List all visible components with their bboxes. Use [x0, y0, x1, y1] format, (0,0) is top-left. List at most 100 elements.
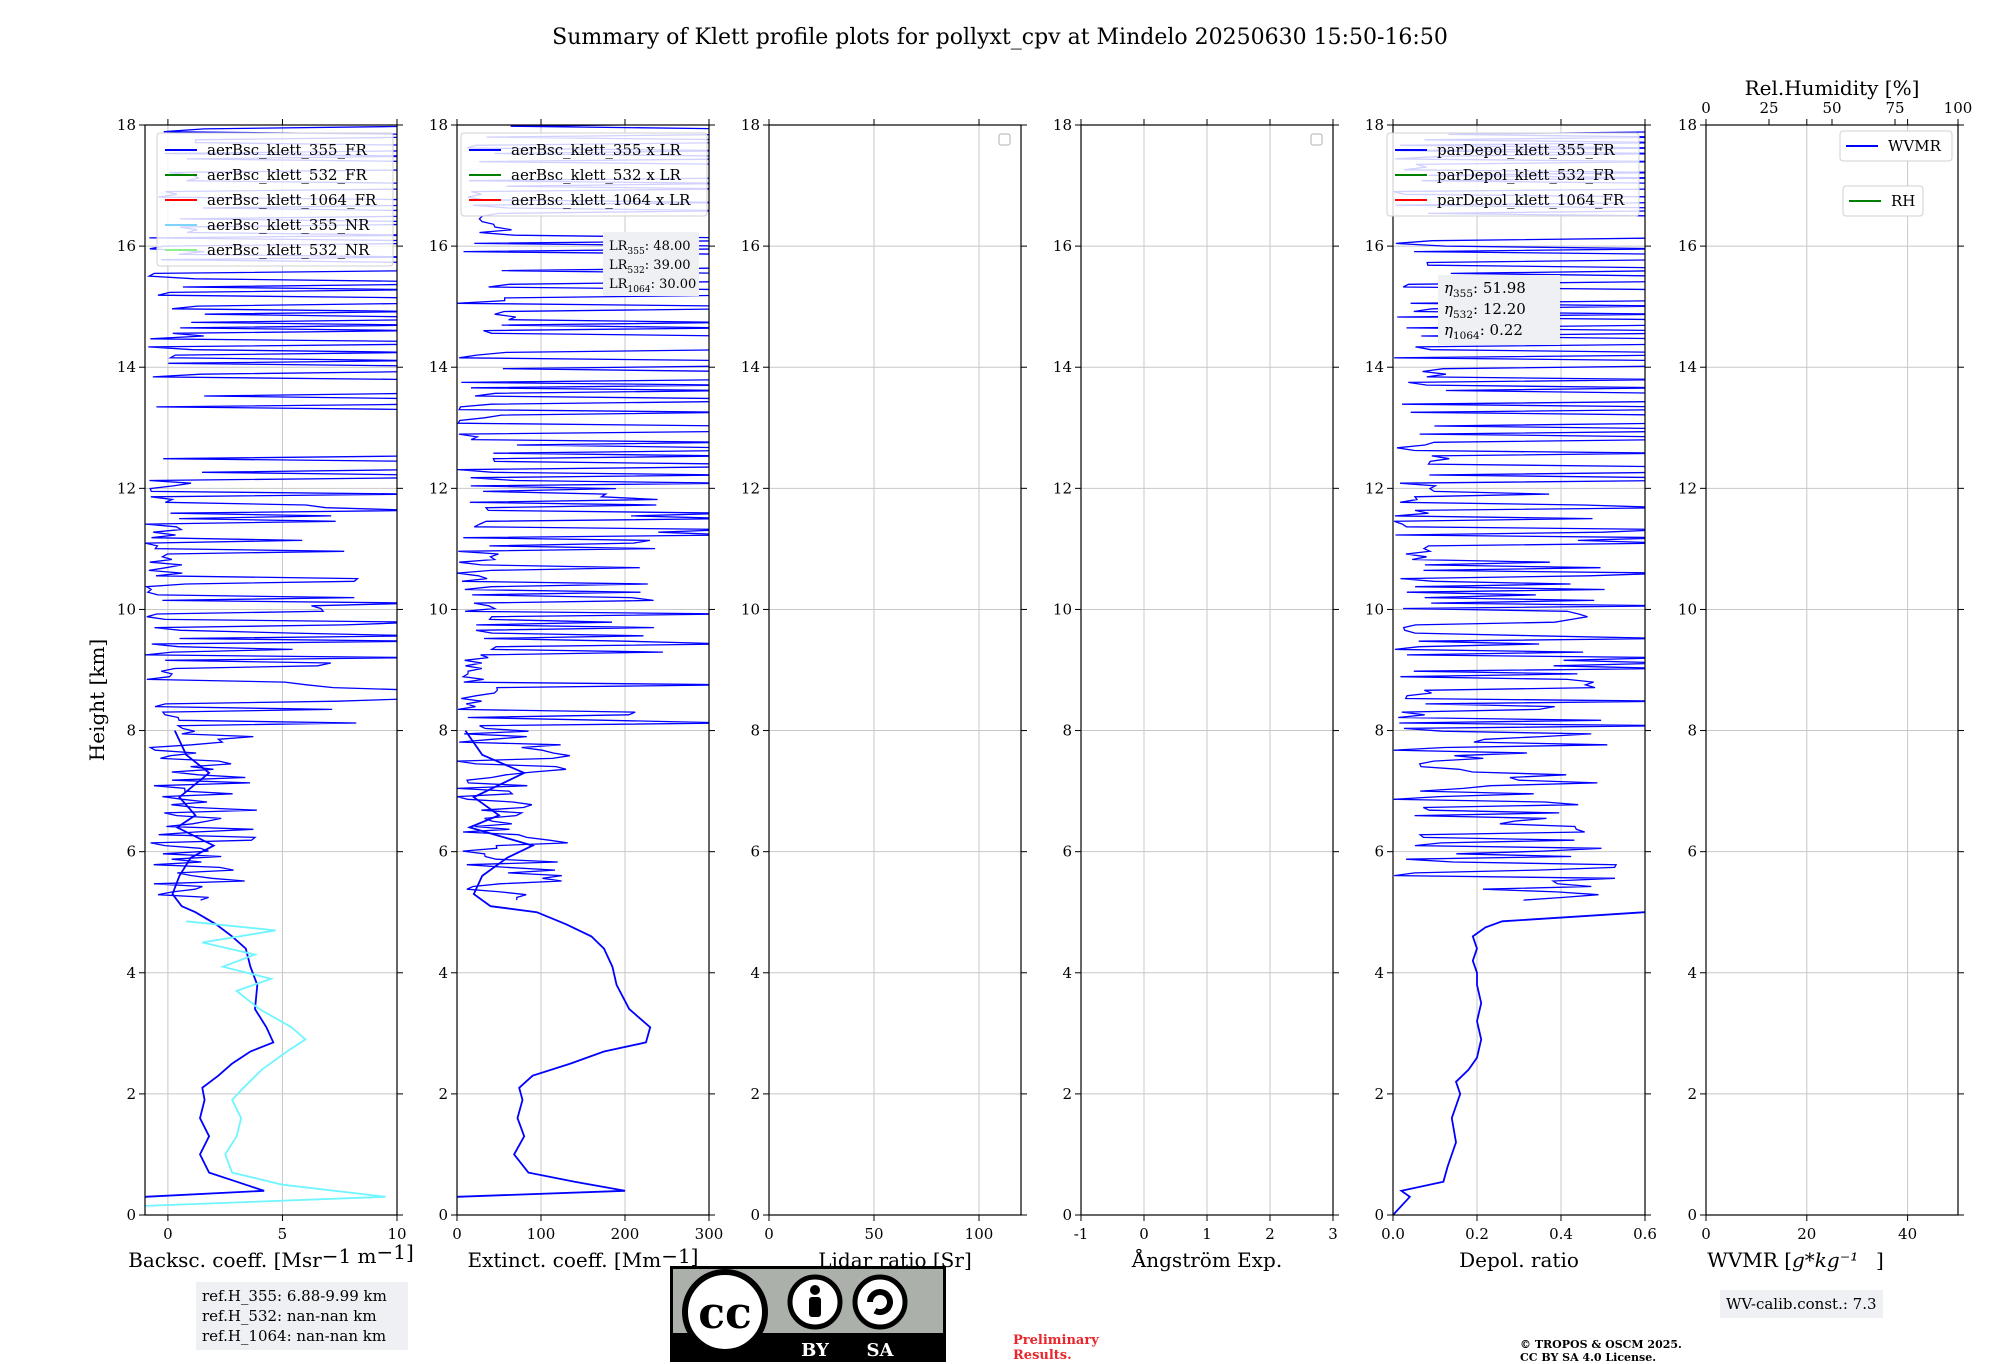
y-tick-label: 14	[1678, 358, 1697, 376]
y-tick-label: 0	[1687, 1206, 1697, 1224]
axes-frame	[144, 124, 398, 1216]
eta-note-box	[1438, 275, 1560, 345]
x-tick-label: 40	[1898, 1225, 1917, 1243]
y-tick-label: 2	[438, 1085, 448, 1103]
y-tick-label: 14	[1365, 358, 1384, 376]
upper-profile-noise-ext	[457, 125, 709, 901]
y-tick-label: 2	[1062, 1085, 1072, 1103]
y-tick-label: 16	[1365, 237, 1384, 255]
y-tick-label: 0	[750, 1206, 760, 1224]
y-tick-label: 18	[1053, 116, 1072, 134]
y-tick-label: 0	[126, 1206, 136, 1224]
refh-note-1064: ref.H_1064: nan-nan km	[202, 1327, 387, 1345]
plot-area-depol	[1393, 131, 1645, 1215]
top-x-tick-label: 100	[1944, 99, 1973, 117]
sa-label: SA	[867, 1340, 895, 1361]
figure-title: Summary of Klett profile plots for polly…	[552, 25, 1448, 50]
y-tick-label: 8	[1687, 722, 1697, 740]
y-tick-label: 18	[429, 116, 448, 134]
x-tick-label: 100	[965, 1225, 994, 1243]
x-tick-label: 0.0	[1381, 1225, 1405, 1243]
y-tick-label: 10	[1053, 600, 1072, 618]
y-tick-label: 8	[1374, 722, 1384, 740]
axes-frame	[1705, 124, 1959, 1216]
x-axis-label-c: ]	[1876, 1248, 1884, 1272]
y-tick-label: 10	[1678, 600, 1697, 618]
x-tick-label: 10	[387, 1225, 406, 1243]
legend-label: WVMR	[1888, 137, 1942, 155]
copyright-line-2: CC BY SA 4.0 License.	[1520, 1351, 1657, 1364]
y-tick-label: 8	[750, 722, 760, 740]
x-axis-label: Ångström Exp.	[1131, 1247, 1282, 1272]
x-tick-label: 2	[1265, 1225, 1275, 1243]
legend-label: aerBsc_klett_355 x LR	[511, 141, 682, 159]
y-axis-label: Height [km]	[85, 639, 109, 761]
y-tick-label: 4	[750, 964, 760, 982]
y-tick-label: 18	[1678, 116, 1697, 134]
y-tick-label: 14	[429, 358, 448, 376]
legend-box	[1386, 132, 1640, 217]
copyright-line-1: © TROPOS & OSCM 2025.	[1520, 1338, 1682, 1351]
legend-label: RH	[1891, 192, 1915, 210]
legend-label: aerBsc_klett_1064_FR	[207, 191, 377, 209]
legend-label: aerBsc_klett_532_FR	[207, 166, 367, 184]
y-tick-label: 2	[750, 1085, 760, 1103]
y-tick-label: 8	[126, 722, 136, 740]
panel-depol: 0 2 4 6 8 10 12 14 16 18 0.0 0.2 0.4 0.6 Depol. ratio p…	[1365, 116, 1657, 1272]
lr-note-355: LR355: 48.00	[609, 239, 691, 257]
y-tick-label: 4	[1687, 964, 1697, 982]
series-line-parDepol_klett_355_FR	[1393, 911, 1645, 1215]
plot-area-ext	[457, 125, 709, 1198]
series-line-aerBsc_klett_355_FR	[145, 730, 275, 1198]
y-tick-label: 14	[117, 358, 136, 376]
cc-text: cc	[698, 1288, 752, 1339]
x-tick-label: 1	[1202, 1225, 1212, 1243]
y-tick-label: 10	[1365, 600, 1384, 618]
x-axis-label-b: g*kg⁻¹	[1792, 1248, 1858, 1272]
series-line-aerBsc_klett_355_NR	[145, 920, 386, 1207]
y-tick-label: 0	[1374, 1206, 1384, 1224]
y-tick-label: 16	[1678, 237, 1697, 255]
x-tick-label: 0	[764, 1225, 774, 1243]
top-x-tick-label: 75	[1885, 99, 1904, 117]
y-tick-label: 12	[1678, 479, 1697, 497]
legend-box-RH	[1842, 185, 1924, 217]
legend-box-WVMR	[1839, 130, 1953, 162]
legend-label: parDepol_klett_1064_FR	[1437, 191, 1625, 209]
preliminary-note: Preliminary Results.	[1013, 1333, 1099, 1363]
x-tick-label: 0	[452, 1225, 462, 1243]
y-tick-label: 12	[741, 479, 760, 497]
y-tick-label: 0	[1062, 1206, 1072, 1224]
y-tick-label: 12	[1053, 479, 1072, 497]
y-tick-label: 16	[429, 237, 448, 255]
eta-note-1064: η1064: 0.22	[1444, 321, 1523, 342]
x-tick-label: 50	[864, 1225, 883, 1243]
x-tick-label: 5	[278, 1225, 288, 1243]
x-tick-label: 300	[695, 1225, 724, 1243]
refh-note-box: ref.H_355: 6.88-9.99 km ref.H_532: nan-n…	[196, 1282, 408, 1350]
x-tick-label: 20	[1797, 1225, 1816, 1243]
y-tick-label: 16	[1053, 237, 1072, 255]
y-tick-label: 4	[438, 964, 448, 982]
top-x-tick-label: 0	[1701, 99, 1711, 117]
x-tick-label: 0	[1139, 1225, 1149, 1243]
lr-note-box	[603, 232, 699, 296]
axes-frame	[768, 124, 1022, 1216]
legend-box	[460, 132, 708, 217]
y-tick-label: 2	[1687, 1085, 1697, 1103]
eta-note-532: η532: 12.20	[1444, 300, 1526, 321]
by-person-body	[809, 1297, 821, 1317]
preliminary-line-2: Results.	[1013, 1348, 1072, 1363]
x-tick-label: 0.4	[1549, 1225, 1573, 1243]
top-x-tick-label: 50	[1822, 99, 1841, 117]
legend-label: aerBsc_klett_355_FR	[207, 141, 367, 159]
y-tick-label: 8	[1062, 722, 1072, 740]
by-person-head	[810, 1285, 820, 1295]
legend-label: aerBsc_klett_532 x LR	[511, 166, 682, 184]
refh-note-355: ref.H_355: 6.88-9.99 km	[202, 1287, 387, 1305]
